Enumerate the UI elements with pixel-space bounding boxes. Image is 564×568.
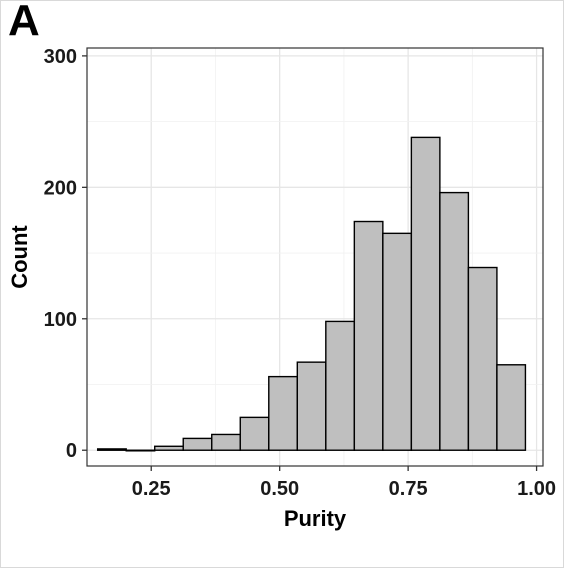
y-tick-label: 0 <box>66 440 77 462</box>
histogram-bar <box>268 375 298 451</box>
y-tick-label: 100 <box>44 309 77 331</box>
histogram-bar <box>382 232 413 451</box>
panel-label: A <box>8 0 40 45</box>
x-tick-label: 1.00 <box>517 478 556 500</box>
axes: 0.25 0.50 0.75 1.00 0 100 200 300 <box>44 46 556 500</box>
histogram-bar <box>325 320 356 451</box>
plot-panel-border <box>86 47 544 467</box>
histogram-bar <box>496 364 527 451</box>
histogram-bar <box>439 191 470 451</box>
histogram-bar <box>467 266 498 451</box>
histogram-bar <box>182 437 213 451</box>
histogram-bar <box>96 448 127 451</box>
histogram-bar <box>125 449 156 452</box>
y-axis-title: Count <box>7 225 32 289</box>
histogram-bar <box>296 361 327 451</box>
histogram-bar <box>353 220 384 451</box>
histogram-bar <box>211 433 241 451</box>
x-axis-title: Purity <box>284 506 347 531</box>
histogram-bar <box>154 445 184 451</box>
histogram-bar <box>239 416 270 451</box>
y-tick-label: 200 <box>44 177 77 199</box>
x-tick-label: 0.75 <box>389 478 428 500</box>
bars <box>96 136 527 452</box>
y-tick-label: 300 <box>44 46 77 68</box>
x-tick-label: 0.50 <box>260 478 299 500</box>
histogram-bar <box>410 136 441 451</box>
x-tick-label: 0.25 <box>132 478 171 500</box>
